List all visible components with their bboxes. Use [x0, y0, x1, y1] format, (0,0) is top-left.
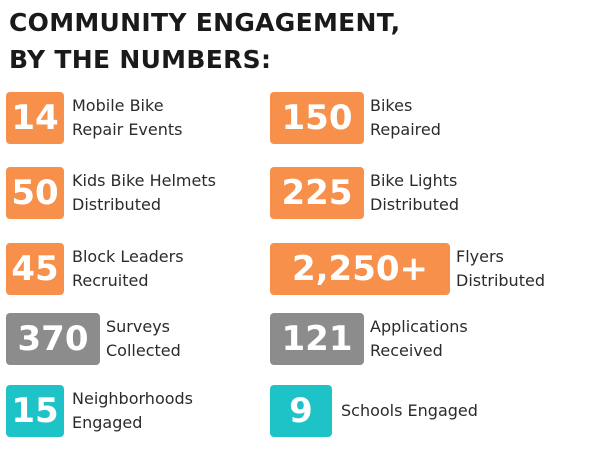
stat-value-box: 370 — [6, 313, 100, 365]
stat-label-line-1: Block Leaders — [72, 247, 184, 266]
stat-label: Bikes Repaired — [370, 92, 441, 144]
title-line-2: BY THE NUMBERS: — [9, 45, 272, 74]
stat-label-line-1: Bike Lights — [370, 171, 458, 190]
stat-label-line-1: Schools Engaged — [341, 401, 478, 420]
stat-value-box: 50 — [6, 167, 64, 219]
stat-label: Mobile Bike Repair Events — [72, 92, 182, 144]
stat-label-line-1: Mobile Bike — [72, 96, 164, 115]
stat-label-line-2: Distributed — [370, 195, 459, 214]
stat-label: Applications Received — [370, 313, 468, 365]
page-title: COMMUNITY ENGAGEMENT, BY THE NUMBERS: — [9, 4, 400, 78]
stat-label-line-1: Neighborhoods — [72, 389, 194, 408]
stat-label: Bike Lights Distributed — [370, 167, 459, 219]
stat-label: Kids Bike Helmets Distributed — [72, 167, 216, 219]
stat-label-line-2: Engaged — [72, 413, 143, 432]
stat-label-line-1: Applications — [370, 317, 468, 336]
stat-value-box: 121 — [270, 313, 364, 365]
stat-value-box: 14 — [6, 92, 64, 144]
stat-label: Schools Engaged — [341, 385, 478, 437]
stat-label-line-2: Received — [370, 341, 443, 360]
stat-value-box: 45 — [6, 243, 64, 295]
stat-label-line-2: Distributed — [72, 195, 161, 214]
stat-value-box: 150 — [270, 92, 364, 144]
stat-label-line-1: Kids Bike Helmets — [72, 171, 216, 190]
stat-value-box: 9 — [270, 385, 332, 437]
stat-value-box: 15 — [6, 385, 64, 437]
stat-label: Flyers Distributed — [456, 243, 545, 295]
stat-label: Neighborhoods Engaged — [72, 385, 193, 437]
stat-label-line-1: Surveys — [106, 317, 170, 336]
stat-label-line-1: Flyers — [456, 247, 504, 266]
stat-label-line-2: Collected — [106, 341, 181, 360]
stat-value-box: 2,250+ — [270, 243, 450, 295]
stat-label: Block Leaders Recruited — [72, 243, 184, 295]
stat-label-line-2: Distributed — [456, 271, 545, 290]
stat-label: Surveys Collected — [106, 313, 181, 365]
stat-label-line-2: Recruited — [72, 271, 149, 290]
title-line-1: COMMUNITY ENGAGEMENT, — [9, 8, 401, 37]
stat-label-line-2: Repair Events — [72, 120, 183, 139]
stat-label-line-1: Bikes — [370, 96, 413, 115]
stat-value-box: 225 — [270, 167, 364, 219]
stat-label-line-2: Repaired — [370, 120, 441, 139]
